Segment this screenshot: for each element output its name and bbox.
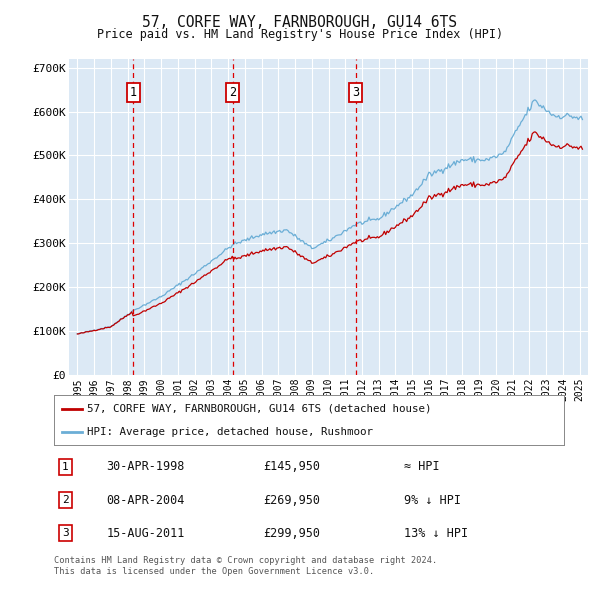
- Text: 08-APR-2004: 08-APR-2004: [106, 493, 185, 507]
- Text: HPI: Average price, detached house, Rushmoor: HPI: Average price, detached house, Rush…: [87, 427, 373, 437]
- Text: 57, CORFE WAY, FARNBOROUGH, GU14 6TS: 57, CORFE WAY, FARNBOROUGH, GU14 6TS: [143, 15, 458, 30]
- Text: ≈ HPI: ≈ HPI: [404, 460, 439, 474]
- Text: 3: 3: [62, 528, 69, 538]
- Text: 1: 1: [130, 86, 137, 99]
- Text: 3: 3: [352, 86, 359, 99]
- Text: 13% ↓ HPI: 13% ↓ HPI: [404, 526, 468, 540]
- Text: 30-APR-1998: 30-APR-1998: [106, 460, 185, 474]
- Text: Contains HM Land Registry data © Crown copyright and database right 2024.
This d: Contains HM Land Registry data © Crown c…: [54, 556, 437, 576]
- Text: 9% ↓ HPI: 9% ↓ HPI: [404, 493, 461, 507]
- Text: 15-AUG-2011: 15-AUG-2011: [106, 526, 185, 540]
- Text: 2: 2: [229, 86, 236, 99]
- Text: £145,950: £145,950: [263, 460, 320, 474]
- Text: Price paid vs. HM Land Registry's House Price Index (HPI): Price paid vs. HM Land Registry's House …: [97, 28, 503, 41]
- Text: £299,950: £299,950: [263, 526, 320, 540]
- Text: 57, CORFE WAY, FARNBOROUGH, GU14 6TS (detached house): 57, CORFE WAY, FARNBOROUGH, GU14 6TS (de…: [87, 404, 431, 414]
- Text: 2: 2: [62, 495, 69, 505]
- Text: 1: 1: [62, 462, 69, 472]
- Text: £269,950: £269,950: [263, 493, 320, 507]
